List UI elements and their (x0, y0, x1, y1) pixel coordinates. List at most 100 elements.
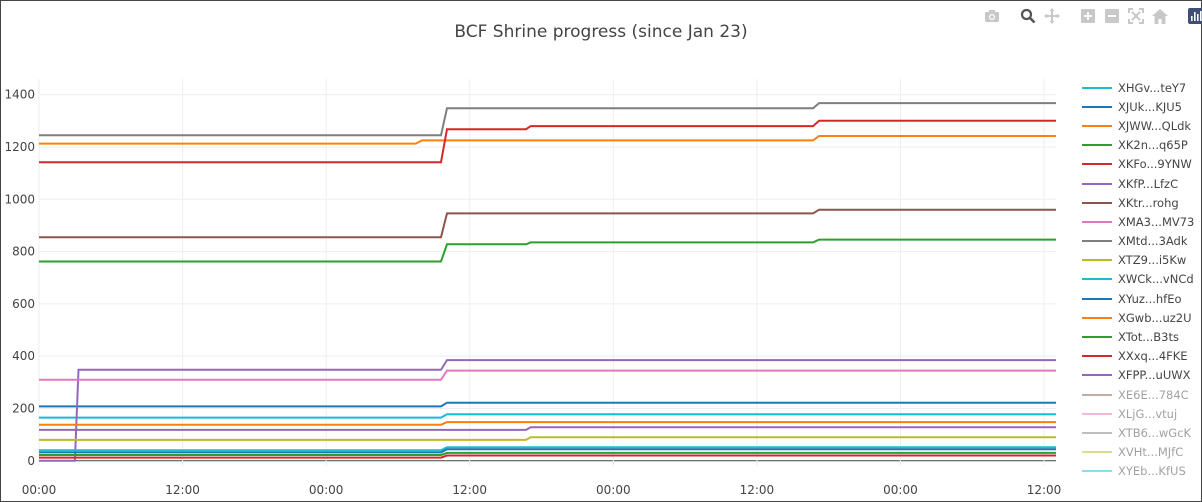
legend-label: XYEb...KfUS (1118, 464, 1186, 479)
plotly-logo-icon[interactable] (1184, 6, 1202, 26)
series-line-9[interactable] (39, 436, 1056, 441)
x-tick-label: 00:00 (22, 483, 57, 497)
series-line-15[interactable] (39, 426, 1056, 431)
legend-label: XLjG...vtuj (1118, 406, 1178, 421)
series-line-1[interactable] (39, 401, 1056, 408)
y-tick-label: 600 (12, 297, 35, 311)
zoom-out-icon[interactable] (1100, 6, 1124, 26)
legend-item[interactable]: XGwb...uz2U (1080, 308, 1200, 327)
legend-swatch (1082, 144, 1112, 147)
legend-swatch (1082, 431, 1112, 434)
legend-swatch (1082, 201, 1112, 204)
legend-item[interactable]: XKFo...9YNW (1080, 155, 1200, 174)
series-lines (39, 102, 1056, 462)
series-line-3[interactable] (39, 238, 1056, 263)
legend-swatch (1082, 412, 1112, 415)
y-tick-label: 1200 (4, 140, 35, 154)
legend-swatch (1082, 163, 1112, 166)
legend-item[interactable]: XTot...B3ts (1080, 327, 1200, 346)
zoom-in-icon[interactable] (1076, 6, 1100, 26)
x-tick-label: 12:00 (452, 483, 487, 497)
x-tick-label: 12:00 (740, 483, 775, 497)
series-line-13[interactable] (39, 451, 1056, 456)
legend-swatch (1082, 470, 1112, 473)
legend-swatch (1082, 259, 1112, 262)
y-tick-label: 200 (12, 401, 35, 415)
legend-label: XHGv...teY7 (1118, 80, 1187, 95)
legend-item[interactable]: XVHt...MJfC (1080, 443, 1200, 462)
legend-item[interactable]: XYuz...hfEo (1080, 289, 1200, 308)
x-tick-labels: 00:00 12:00 00:00 12:00 00:00 12:00 00:00 12:00 (22, 483, 1062, 497)
y-tick-label: 1000 (4, 192, 35, 206)
legend-label: XK2n...q65P (1118, 138, 1188, 153)
legend-swatch (1082, 451, 1112, 454)
legend-label: XMtd...3Adk (1118, 234, 1188, 249)
autoscale-icon[interactable] (1124, 6, 1148, 26)
legend-swatch (1082, 316, 1112, 319)
pan-icon[interactable] (1040, 6, 1064, 26)
series-line-7[interactable] (39, 369, 1056, 381)
legend-swatch (1082, 86, 1112, 89)
legend-item[interactable]: XLjG...vtuj (1080, 404, 1200, 423)
series-line-4[interactable] (39, 119, 1056, 164)
series-line-14[interactable] (39, 454, 1056, 459)
legend-swatch (1082, 105, 1112, 108)
legend-item[interactable]: XJUk...KJU5 (1080, 97, 1200, 116)
legend-swatch (1082, 336, 1112, 339)
legend-item[interactable]: XJWW...QLdk (1080, 116, 1200, 135)
modebar (980, 6, 1202, 26)
legend-item[interactable]: XFPP...uUWX (1080, 366, 1200, 385)
legend-label: XTot...B3ts (1118, 330, 1179, 345)
series-line-6[interactable] (39, 208, 1056, 239)
legend-swatch (1082, 278, 1112, 281)
legend-item[interactable]: XHGv...teY7 (1080, 78, 1200, 97)
series-line-11[interactable] (39, 448, 1056, 454)
legend-label: XJUk...KJU5 (1118, 99, 1182, 114)
series-line-12[interactable] (39, 421, 1056, 426)
camera-icon[interactable] (980, 6, 1004, 26)
y-tick-label: 400 (12, 349, 35, 363)
legend-swatch (1082, 297, 1112, 300)
gridlines (38, 79, 1056, 466)
legend-swatch (1082, 220, 1112, 223)
legend-label: XFPP...uUWX (1118, 368, 1191, 383)
y-tick-label: 1400 (4, 88, 35, 102)
x-tick-label: 00:00 (309, 483, 344, 497)
zoom-icon[interactable] (1016, 6, 1040, 26)
series-line-2[interactable] (39, 135, 1056, 145)
x-tick-label: 12:00 (165, 483, 200, 497)
legend-item[interactable]: XXxq...4FKE (1080, 347, 1200, 366)
chart-title: BCF Shrine progress (since Jan 23) (454, 22, 748, 42)
legend-item[interactable]: XTZ9...i5Kw (1080, 251, 1200, 270)
x-tick-label: 00:00 (596, 483, 631, 497)
legend-item[interactable]: XTB6...wGcK (1080, 423, 1200, 442)
legend-label: XKfP...LfzC (1118, 176, 1179, 191)
series-line-8[interactable] (39, 102, 1056, 137)
legend-item[interactable]: XWCk...vNCd (1080, 270, 1200, 289)
y-tick-label: 0 (27, 454, 35, 468)
legend-item[interactable]: XK2n...q65P (1080, 136, 1200, 155)
legend-item[interactable]: XKtr...rohg (1080, 193, 1200, 212)
legend-label: XKFo...9YNW (1118, 157, 1192, 172)
x-tick-label: 12:00 (1027, 483, 1062, 497)
y-tick-label: 800 (12, 245, 35, 259)
legend-item[interactable]: XE6E...784C (1080, 385, 1200, 404)
series-line-10[interactable] (39, 446, 1056, 452)
series-line-5[interactable] (39, 359, 1056, 462)
legend-swatch (1082, 374, 1112, 377)
legend-label: XWCk...vNCd (1118, 272, 1194, 287)
legend-label: XGwb...uz2U (1118, 310, 1192, 325)
legend-item[interactable]: XKfP...LfzC (1080, 174, 1200, 193)
legend-label: XMA3...MV73 (1118, 214, 1195, 229)
legend-label: XXxq...4FKE (1118, 349, 1188, 364)
legend-swatch (1082, 240, 1112, 243)
legend-item[interactable]: XMA3...MV73 (1080, 212, 1200, 231)
legend-label: XTB6...wGcK (1118, 425, 1192, 440)
legend-item[interactable]: XYEb...KfUS (1080, 462, 1200, 481)
legend-label: XE6E...784C (1118, 387, 1189, 402)
legend-label: XVHt...MJfC (1118, 445, 1184, 460)
legend-item[interactable]: XMtd...3Adk (1080, 232, 1200, 251)
series-line-0[interactable] (39, 413, 1056, 419)
home-icon[interactable] (1148, 6, 1172, 26)
